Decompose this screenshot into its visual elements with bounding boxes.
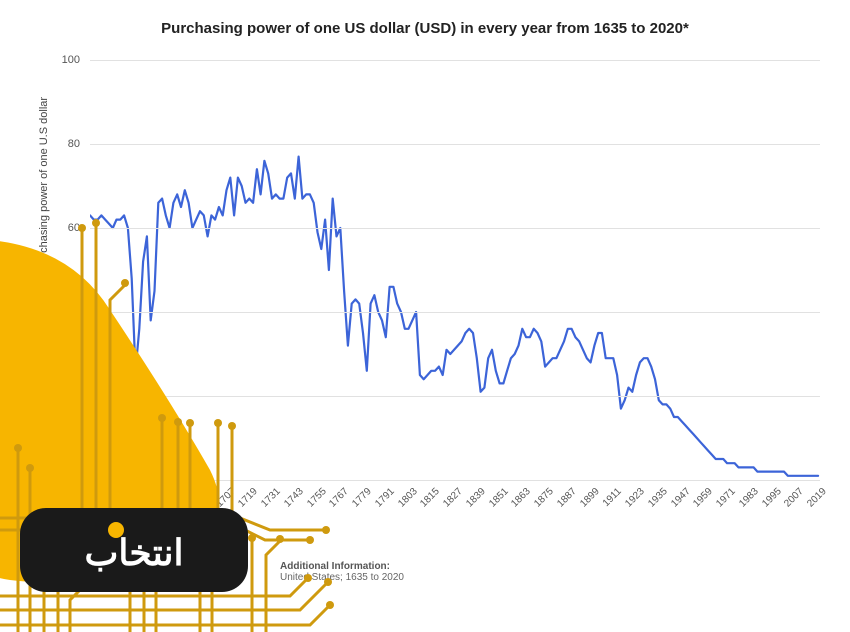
watermark-badge-label: اﻧﺘﺨﺎب bbox=[85, 532, 184, 573]
y-tick-label: 20 bbox=[68, 390, 90, 402]
y-tick-label: 100 bbox=[62, 54, 90, 66]
additional-info-region: United States; 1635 to 2020 bbox=[280, 572, 404, 583]
y-tick-label: 60 bbox=[68, 222, 90, 234]
gridline bbox=[90, 312, 820, 313]
additional-info-header: Additional Information: bbox=[280, 561, 390, 572]
y-tick-label: 0 bbox=[74, 474, 90, 486]
gridline bbox=[90, 60, 820, 61]
series-line bbox=[90, 157, 818, 476]
chart-title: Purchasing power of one US dollar (USD) … bbox=[0, 20, 850, 37]
watermark-badge bbox=[20, 508, 248, 592]
line-chart-svg bbox=[90, 60, 820, 480]
gridline bbox=[90, 228, 820, 229]
y-tick-label: 80 bbox=[68, 138, 90, 150]
gridline bbox=[90, 144, 820, 145]
gridline bbox=[90, 396, 820, 397]
x-tick-label: 2019 bbox=[821, 470, 845, 494]
additional-info: Additional Information: United States; 1… bbox=[280, 561, 404, 583]
watermark-badge-dot bbox=[108, 522, 124, 538]
y-tick-label: 40 bbox=[68, 306, 90, 318]
plot-area: 0204060801001635164716591671168316951707… bbox=[90, 60, 820, 480]
y-axis-label: Purchasing power of one U.S dollar bbox=[38, 97, 50, 270]
